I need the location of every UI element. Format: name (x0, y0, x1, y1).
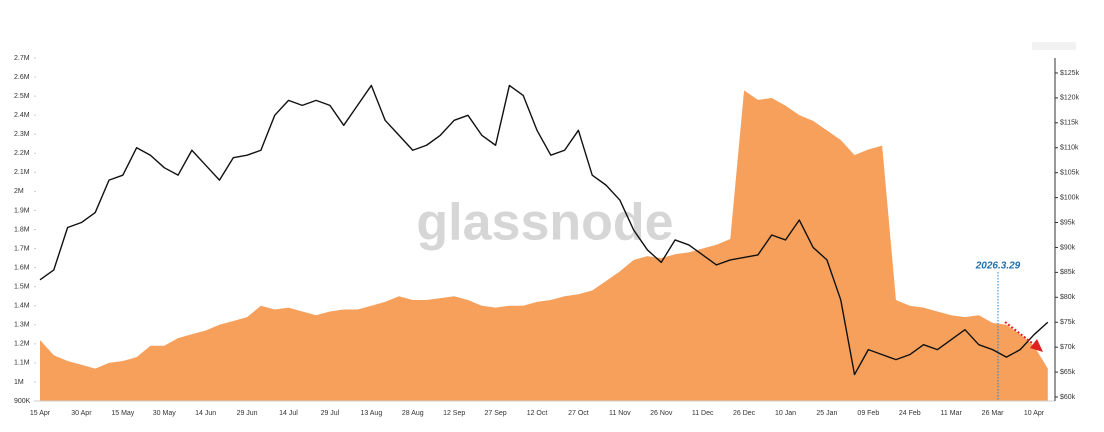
y-tick-label: 2M (14, 188, 24, 195)
x-tick-label: 30 May (153, 410, 176, 417)
x-tick-label: 12 Oct (527, 410, 548, 417)
x-tick-label: 26 Dec (733, 410, 756, 417)
y2-tick-label: $85k (1060, 269, 1076, 276)
y2-tick-label: $70k (1060, 344, 1076, 351)
x-tick-label: 13 Aug (360, 410, 382, 417)
x-tick-label: 15 May (111, 410, 134, 417)
annotation-label: 2026.3.29 (975, 261, 1021, 272)
x-tick-label: 30 Apr (71, 410, 92, 417)
x-tick-label: 14 Jun (195, 410, 216, 417)
y2-tick-label: $90k (1060, 244, 1076, 251)
x-tick-label: 24 Feb (899, 410, 921, 417)
y-tick-label: 1.7M (14, 245, 30, 252)
y-tick-label: 900K (14, 398, 31, 405)
y-tick-label: 2.4M (14, 112, 30, 119)
y-tick-label: 1.3M (14, 322, 30, 329)
x-tick-label: 27 Oct (568, 410, 589, 417)
x-tick-label: 29 Jul (321, 410, 340, 417)
y2-tick-label: $100k (1060, 194, 1080, 201)
y2-tick-label: $115k (1060, 120, 1079, 127)
x-tick-label: 28 Aug (402, 410, 424, 417)
x-tick-label: 26 Nov (650, 410, 673, 417)
x-tick-label: 27 Sep (484, 410, 506, 417)
line (39, 84, 1049, 376)
y-tick-label: 1.6M (14, 264, 30, 271)
x-tick-label: 11 Dec (692, 410, 714, 417)
y-tick-label: 2.7M (14, 55, 30, 62)
y-tick-label: 1.2M (14, 341, 30, 348)
y2-tick-label: $125k (1060, 70, 1080, 77)
y-tick-label: 1M (14, 379, 24, 386)
x-tick-label: 26 Mar (982, 410, 1004, 417)
y2-tick-label: $95k (1060, 219, 1076, 226)
y2-tick-label: $80k (1060, 294, 1076, 301)
y-tick-label: 2.3M (14, 131, 30, 138)
watermark: glassnode (416, 194, 673, 252)
y2-tick-label: $60k (1060, 394, 1076, 401)
y2-tick-label: $120k (1060, 95, 1080, 102)
y-tick-label: 2.6M (14, 74, 30, 81)
y2-tick-label: $65k (1060, 369, 1076, 376)
x-tick-label: 12 Sep (443, 410, 465, 417)
x-tick-label: 11 Mar (941, 410, 963, 417)
toolbar-button[interactable] (1032, 42, 1076, 50)
x-tick-label: 15 Apr (30, 410, 51, 417)
y-tick-label: 1.8M (14, 226, 30, 233)
x-tick-label: 14 Jul (279, 410, 298, 417)
x-tick-label: 11 Nov (609, 410, 631, 417)
y-tick-label: 1.1M (14, 360, 30, 367)
x-tick-label: 25 Jan (816, 410, 837, 417)
y2-tick-label: $105k (1060, 170, 1080, 177)
area (40, 90, 1048, 402)
y2-tick-label: $110k (1060, 145, 1079, 152)
trend-arrow (1004, 321, 1037, 347)
y2-tick-label: $75k (1060, 319, 1076, 326)
y-tick-label: 1.4M (14, 303, 30, 310)
y-tick-label: 2.2M (14, 150, 30, 157)
y-tick-label: 1.5M (14, 284, 30, 291)
y-tick-label: 2.1M (14, 169, 30, 176)
x-tick-label: 09 Feb (857, 410, 879, 417)
y-tick-label: 2.5M (14, 93, 30, 100)
x-tick-label: 10 Apr (1024, 410, 1045, 417)
x-tick-label: 29 Jun (237, 410, 258, 417)
x-tick-label: 10 Jan (775, 410, 796, 417)
trend-arrow-head (1030, 339, 1043, 352)
y-tick-label: 1.9M (14, 207, 30, 214)
